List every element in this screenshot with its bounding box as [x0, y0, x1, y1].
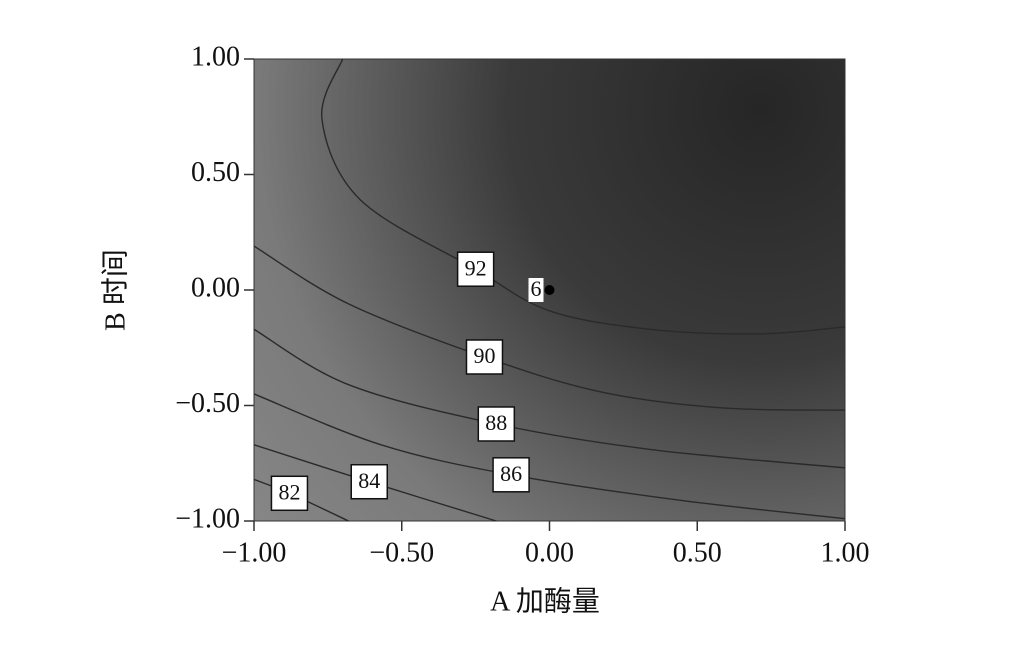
center-count: 6: [531, 276, 542, 301]
contour-label-box: [477, 406, 516, 442]
x-tick-label: −0.50: [369, 537, 434, 568]
contour-label: 82: [278, 479, 300, 504]
contour-label: 86: [500, 461, 522, 486]
x-axis-label: A 加酶量: [490, 585, 600, 617]
x-tick-label: 0.50: [673, 537, 722, 568]
x-tick-label: −1.00: [222, 537, 287, 568]
contour-label-box: [465, 339, 504, 375]
contour-label: 84: [358, 468, 380, 493]
y-tick-label: 1.00: [191, 41, 240, 72]
contour-label: 88: [485, 410, 507, 435]
x-tick-label: 0.00: [525, 537, 574, 568]
contour-label-box: [456, 251, 495, 287]
y-axis-label: B 时间: [99, 249, 131, 331]
contour-line: [253, 245, 846, 411]
center-point: [544, 285, 555, 295]
x-tick-label: 1.00: [821, 537, 870, 568]
contour-label-box: [492, 457, 530, 493]
y-tick-label: −1.00: [175, 503, 240, 534]
y-tick-label: −0.50: [175, 388, 240, 419]
contour-label: 92: [465, 255, 487, 280]
contour-label-box: [270, 475, 309, 512]
contour-label-box: [350, 463, 388, 500]
center-count-box: [528, 278, 544, 302]
contour-label: 90: [473, 343, 495, 368]
y-tick-label: 0.50: [191, 157, 240, 188]
y-tick-label: 0.00: [191, 272, 240, 303]
contour-line: [321, 58, 846, 335]
